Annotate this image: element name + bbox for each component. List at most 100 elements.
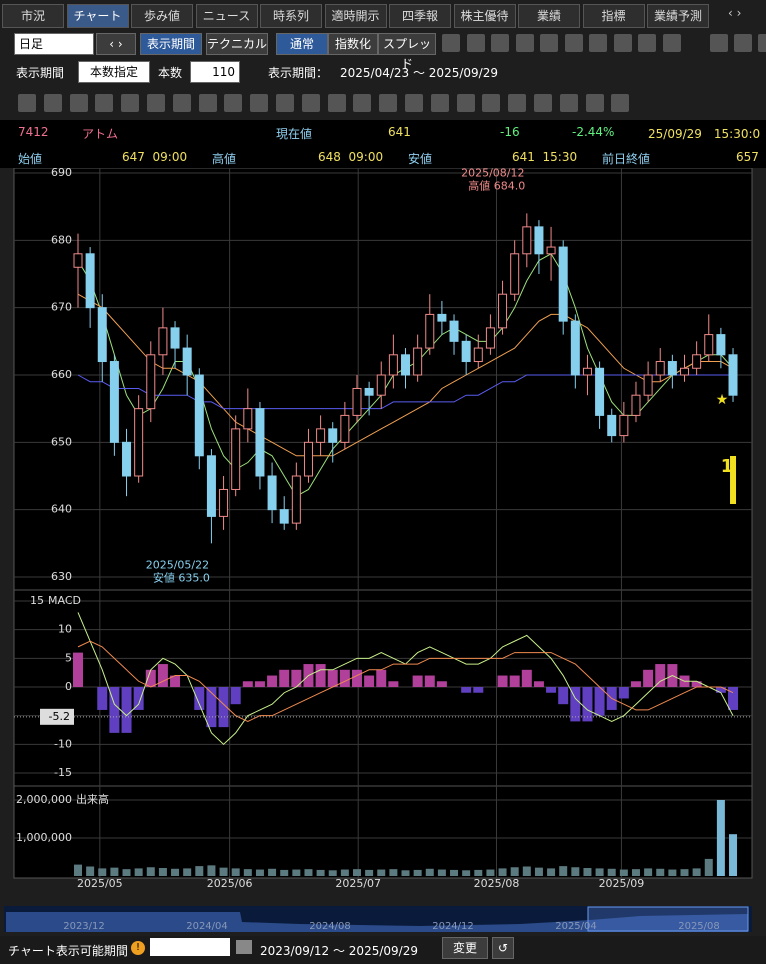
candle-body — [352, 387, 362, 416]
label: 安値 — [408, 152, 433, 166]
candle-body — [704, 334, 714, 356]
tab[interactable]: 業績予測 — [647, 4, 709, 28]
y-tick-label: 660 — [51, 368, 72, 381]
tool-icon[interactable] — [95, 94, 114, 112]
tool-icon[interactable] — [508, 94, 527, 112]
tool-icon[interactable] — [353, 94, 372, 112]
volume-bar — [656, 868, 665, 876]
tool-icon[interactable] — [430, 94, 449, 112]
tool-icon[interactable] — [69, 94, 88, 112]
tab[interactable]: 指標 — [582, 4, 645, 28]
volume-bar — [595, 868, 604, 876]
button[interactable]: 変更 — [442, 937, 488, 959]
tool-icon[interactable] — [198, 94, 217, 112]
tab[interactable]: 歩み値 — [131, 4, 193, 28]
volume-bar — [74, 864, 82, 876]
label: 表示期間 — [16, 66, 65, 80]
macd-bar — [133, 687, 144, 710]
candle-body — [716, 334, 726, 356]
tool-icon[interactable] — [564, 34, 583, 52]
navigator-label: 2024/04 — [186, 921, 228, 932]
candle-body — [570, 320, 580, 376]
tool-icon[interactable] — [172, 94, 191, 112]
tool-icon[interactable] — [301, 94, 320, 112]
code: 7412 — [18, 125, 49, 139]
tool-icon[interactable] — [456, 94, 475, 112]
mode[interactable]: スプレッド — [378, 33, 436, 71]
tool-icon[interactable] — [491, 34, 509, 52]
reset-button[interactable]: ↺ — [492, 937, 514, 959]
candle-body — [546, 246, 556, 255]
tool-icon[interactable] — [250, 94, 269, 112]
tab[interactable]: 市況 — [2, 4, 64, 28]
button[interactable]: 表示期間 — [140, 33, 202, 55]
candle-body — [170, 327, 180, 349]
mode-select[interactable]: 本数指定 — [78, 61, 150, 83]
tool-icon[interactable] — [276, 94, 294, 112]
tool-icon[interactable] — [405, 94, 423, 112]
tool-icon[interactable] — [379, 94, 398, 112]
tool-icon[interactable] — [758, 34, 766, 52]
tool-icon[interactable] — [559, 94, 578, 112]
macd-bar — [533, 681, 544, 687]
tool-icon[interactable] — [121, 94, 140, 112]
info-icon[interactable]: ! — [131, 941, 145, 955]
candle-body — [97, 307, 107, 363]
tool-icon[interactable] — [18, 94, 36, 112]
volume-bar — [219, 867, 228, 876]
tool-icon[interactable] — [224, 94, 243, 112]
mode[interactable]: 通常 — [276, 33, 328, 55]
tool-icon[interactable] — [540, 34, 558, 52]
tool-icon[interactable] — [327, 94, 346, 112]
volume-bar — [110, 867, 119, 876]
volume-bar — [377, 869, 386, 876]
tab-arrows[interactable]: ‹ › — [728, 6, 742, 20]
tool-icon[interactable] — [147, 94, 165, 112]
tool-icon[interactable] — [734, 34, 752, 52]
macd-bar — [594, 687, 605, 716]
tool-icon[interactable] — [442, 34, 460, 52]
tool-icon[interactable] — [611, 94, 630, 112]
button[interactable]: テクニカル — [206, 33, 268, 55]
nav-buttons[interactable]: ‹ › — [96, 33, 136, 55]
candle-body — [558, 246, 568, 322]
candle-body — [680, 367, 689, 376]
tab[interactable]: ニュース — [195, 4, 258, 28]
macd-bar — [121, 687, 132, 733]
tool-icon[interactable] — [638, 34, 656, 52]
macd-bar — [194, 687, 205, 710]
tool-icon[interactable] — [585, 94, 604, 112]
macd-bar — [691, 681, 702, 687]
tool-icon[interactable] — [613, 34, 632, 52]
calendar-icon[interactable] — [236, 940, 252, 954]
tool-icon[interactable] — [662, 34, 681, 52]
navigator-area — [6, 912, 748, 932]
tool-icon[interactable] — [710, 34, 728, 52]
tab[interactable]: 業績 — [518, 4, 580, 28]
label: チャート表示可能期間 — [8, 944, 128, 958]
tool-icon[interactable] — [482, 94, 501, 112]
tab[interactable]: 四季報 — [389, 4, 451, 28]
value: 647 09:00 — [122, 150, 188, 164]
mode[interactable]: 指数化 — [328, 33, 378, 55]
tool-icon[interactable] — [589, 34, 607, 52]
macd-bar — [351, 669, 362, 687]
candle-body — [328, 428, 338, 443]
date-input[interactable] — [150, 938, 230, 956]
y-tick-label: 670 — [51, 301, 72, 314]
tool-icon[interactable] — [515, 34, 534, 52]
tab[interactable]: 時系列 — [260, 4, 322, 28]
macd-bar — [97, 687, 108, 710]
tab[interactable]: 株主優待 — [453, 4, 516, 28]
tab[interactable]: チャート — [66, 4, 129, 28]
tool-icon[interactable] — [534, 94, 552, 112]
tool-icon[interactable] — [466, 34, 485, 52]
navigator-label: 2024/08 — [309, 921, 351, 932]
count-input[interactable]: 110 — [190, 61, 240, 83]
volume-bar — [316, 869, 325, 876]
tool-icon[interactable] — [43, 94, 62, 112]
candle-body — [73, 253, 83, 268]
macd-bar — [546, 687, 557, 693]
tab[interactable]: 適時開示 — [324, 4, 387, 28]
period-select[interactable]: 日足 — [14, 33, 94, 55]
